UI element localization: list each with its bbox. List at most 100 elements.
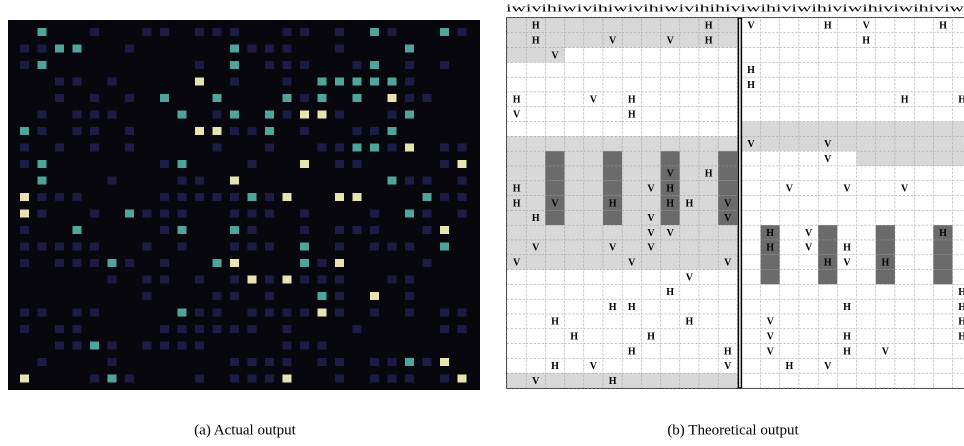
grid-cell [660,62,681,78]
spot [300,259,309,267]
grid-cell [698,358,719,374]
grid-cell [894,195,915,211]
grid-cell [717,328,738,344]
grid-cell [837,343,857,359]
spot [457,28,467,36]
spot [20,374,29,383]
spot [160,28,169,36]
spot [300,275,309,284]
grid-cell [894,136,915,152]
grid-cell [545,32,565,48]
grid-cell [679,180,700,196]
cell-label: V [767,331,775,342]
grid-cell [583,224,604,241]
grid-cell [525,372,546,389]
grid-cell [717,372,738,389]
grid-cell [545,224,565,241]
grid-cell [717,269,738,285]
spot [405,374,414,383]
grid-cell [741,180,761,196]
grid-cell [741,150,761,167]
grid-cell [952,224,964,241]
grid-cell [679,224,700,241]
grid-cell [545,121,565,137]
cell-label: H [901,95,909,106]
spot [335,308,344,317]
grid-cell [779,47,800,63]
grid-cell [760,298,781,315]
grid-cell [760,17,781,34]
cell-label: V [882,346,890,357]
grid-cell [506,47,527,63]
spot [212,94,222,102]
grid-cell [933,343,953,359]
cell-label: H [958,95,964,106]
grid-cell [583,121,604,137]
grid-cell [952,269,964,285]
spot [405,292,414,300]
grid-cell [525,17,546,34]
grid-cell [933,62,953,78]
cell-label: V [843,257,851,268]
grid-cell [602,76,623,93]
spot [230,193,239,201]
grid-cell [817,254,838,270]
spot [212,193,222,201]
grid-cell [564,121,585,137]
cell-label: H [609,376,617,387]
grid-cell [760,254,781,270]
spot [317,292,327,300]
spot [352,77,362,86]
cell-label: H [958,317,964,328]
cell-label: V [532,376,540,387]
grid-cell [837,136,857,152]
spot [160,226,169,234]
spot [230,61,239,69]
grid-cell [894,358,915,374]
grid-cell [717,165,738,182]
grid-cell [894,313,915,330]
grid-cell [545,284,565,300]
grid-cell [717,76,738,93]
grid-cell [506,76,527,93]
grid-cell [817,328,838,344]
cell-label: H [843,243,851,254]
spot [265,242,274,251]
spot [335,374,344,383]
cell-label: H [843,346,851,357]
grid-cell [660,210,681,226]
spot [300,308,309,317]
grid-cell [894,224,915,241]
grid-cell [641,298,661,315]
cell-label: H [609,198,617,209]
grid-cell [525,91,546,108]
grid-cell [856,91,877,108]
grid-cell [779,298,800,315]
spot [282,44,292,53]
cell-label: V [551,50,559,61]
grid-cell [506,269,527,285]
grid-cell [913,150,934,167]
spot [387,110,397,119]
grid-cell [698,32,719,48]
grid-cell [798,328,819,344]
grid-cell [698,195,719,211]
grid-cell [583,328,604,344]
grid-cell [779,328,800,344]
grid-cell [760,91,781,108]
grid-cell [602,298,623,315]
grid-cell [641,76,661,93]
grid-cell [952,121,964,137]
grid-cell [837,254,857,270]
spot [107,77,117,86]
grid-cell [741,313,761,330]
spot [90,374,99,383]
grid-cell [798,150,819,167]
spot [20,308,29,317]
grid-cell [817,150,838,167]
spot [422,176,432,185]
grid-cell [621,343,642,359]
grid-cell [660,224,681,241]
spot [230,44,239,53]
spot [282,110,292,119]
